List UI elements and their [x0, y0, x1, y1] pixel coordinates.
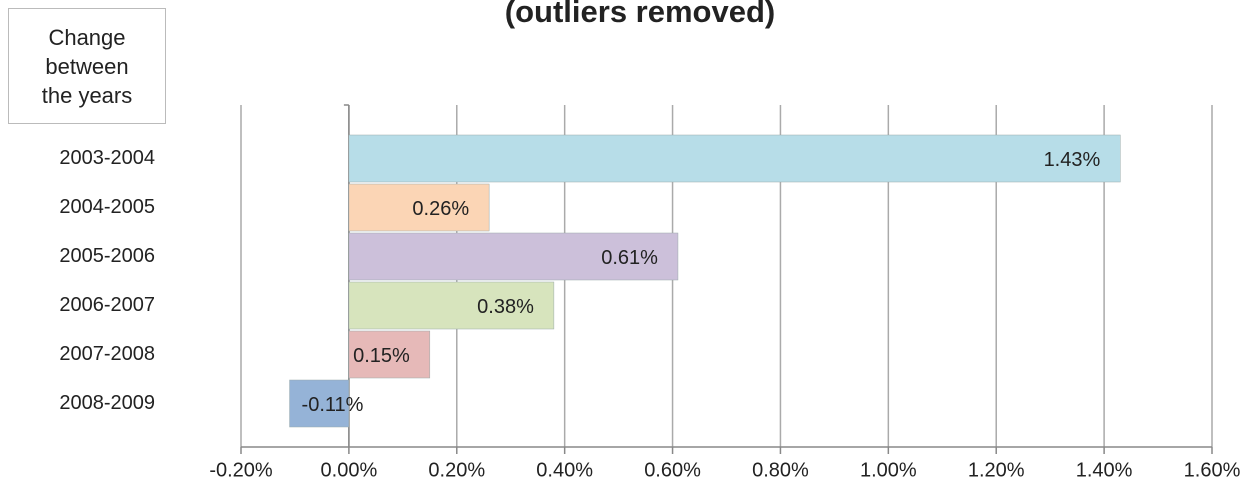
value-label: 0.38% — [477, 296, 534, 318]
y-tick-label: 2004-2005 — [59, 196, 155, 218]
chart-title: (outliers removed) — [505, 0, 775, 29]
x-tick-label: 1.60% — [1184, 459, 1241, 481]
y-tick-label: 2005-2006 — [59, 245, 155, 267]
bar — [348, 134, 1121, 183]
x-tick-label: 1.40% — [1076, 459, 1133, 481]
x-tick-label: 1.20% — [968, 459, 1025, 481]
y-tick-label: 2007-2008 — [59, 343, 155, 365]
y-tick-label: 2006-2007 — [59, 294, 155, 316]
x-tick-label: 0.80% — [752, 459, 809, 481]
value-label: -0.11% — [302, 394, 364, 416]
x-tick-label: -0.20% — [209, 459, 273, 481]
x-tick-label: 0.60% — [644, 459, 701, 481]
x-tick-label: 0.20% — [428, 459, 485, 481]
x-tick-label: 1.00% — [860, 459, 917, 481]
bar — [348, 183, 490, 232]
bar — [348, 281, 555, 330]
y-axis-title-box: Change between the years — [8, 8, 166, 124]
x-tick-label: 0.00% — [321, 459, 378, 481]
value-label: 0.15% — [353, 345, 410, 367]
value-label: 0.26% — [412, 198, 469, 220]
value-label: 0.61% — [601, 247, 658, 269]
y-tick-label: 2003-2004 — [59, 147, 155, 169]
x-tick-label: 0.40% — [536, 459, 593, 481]
y-axis-title: Change between the years — [41, 24, 133, 108]
value-label: 1.43% — [1044, 149, 1101, 171]
bar — [348, 330, 431, 379]
y-tick-label: 2008-2009 — [59, 392, 155, 414]
bar — [348, 232, 679, 281]
bar — [289, 379, 350, 428]
